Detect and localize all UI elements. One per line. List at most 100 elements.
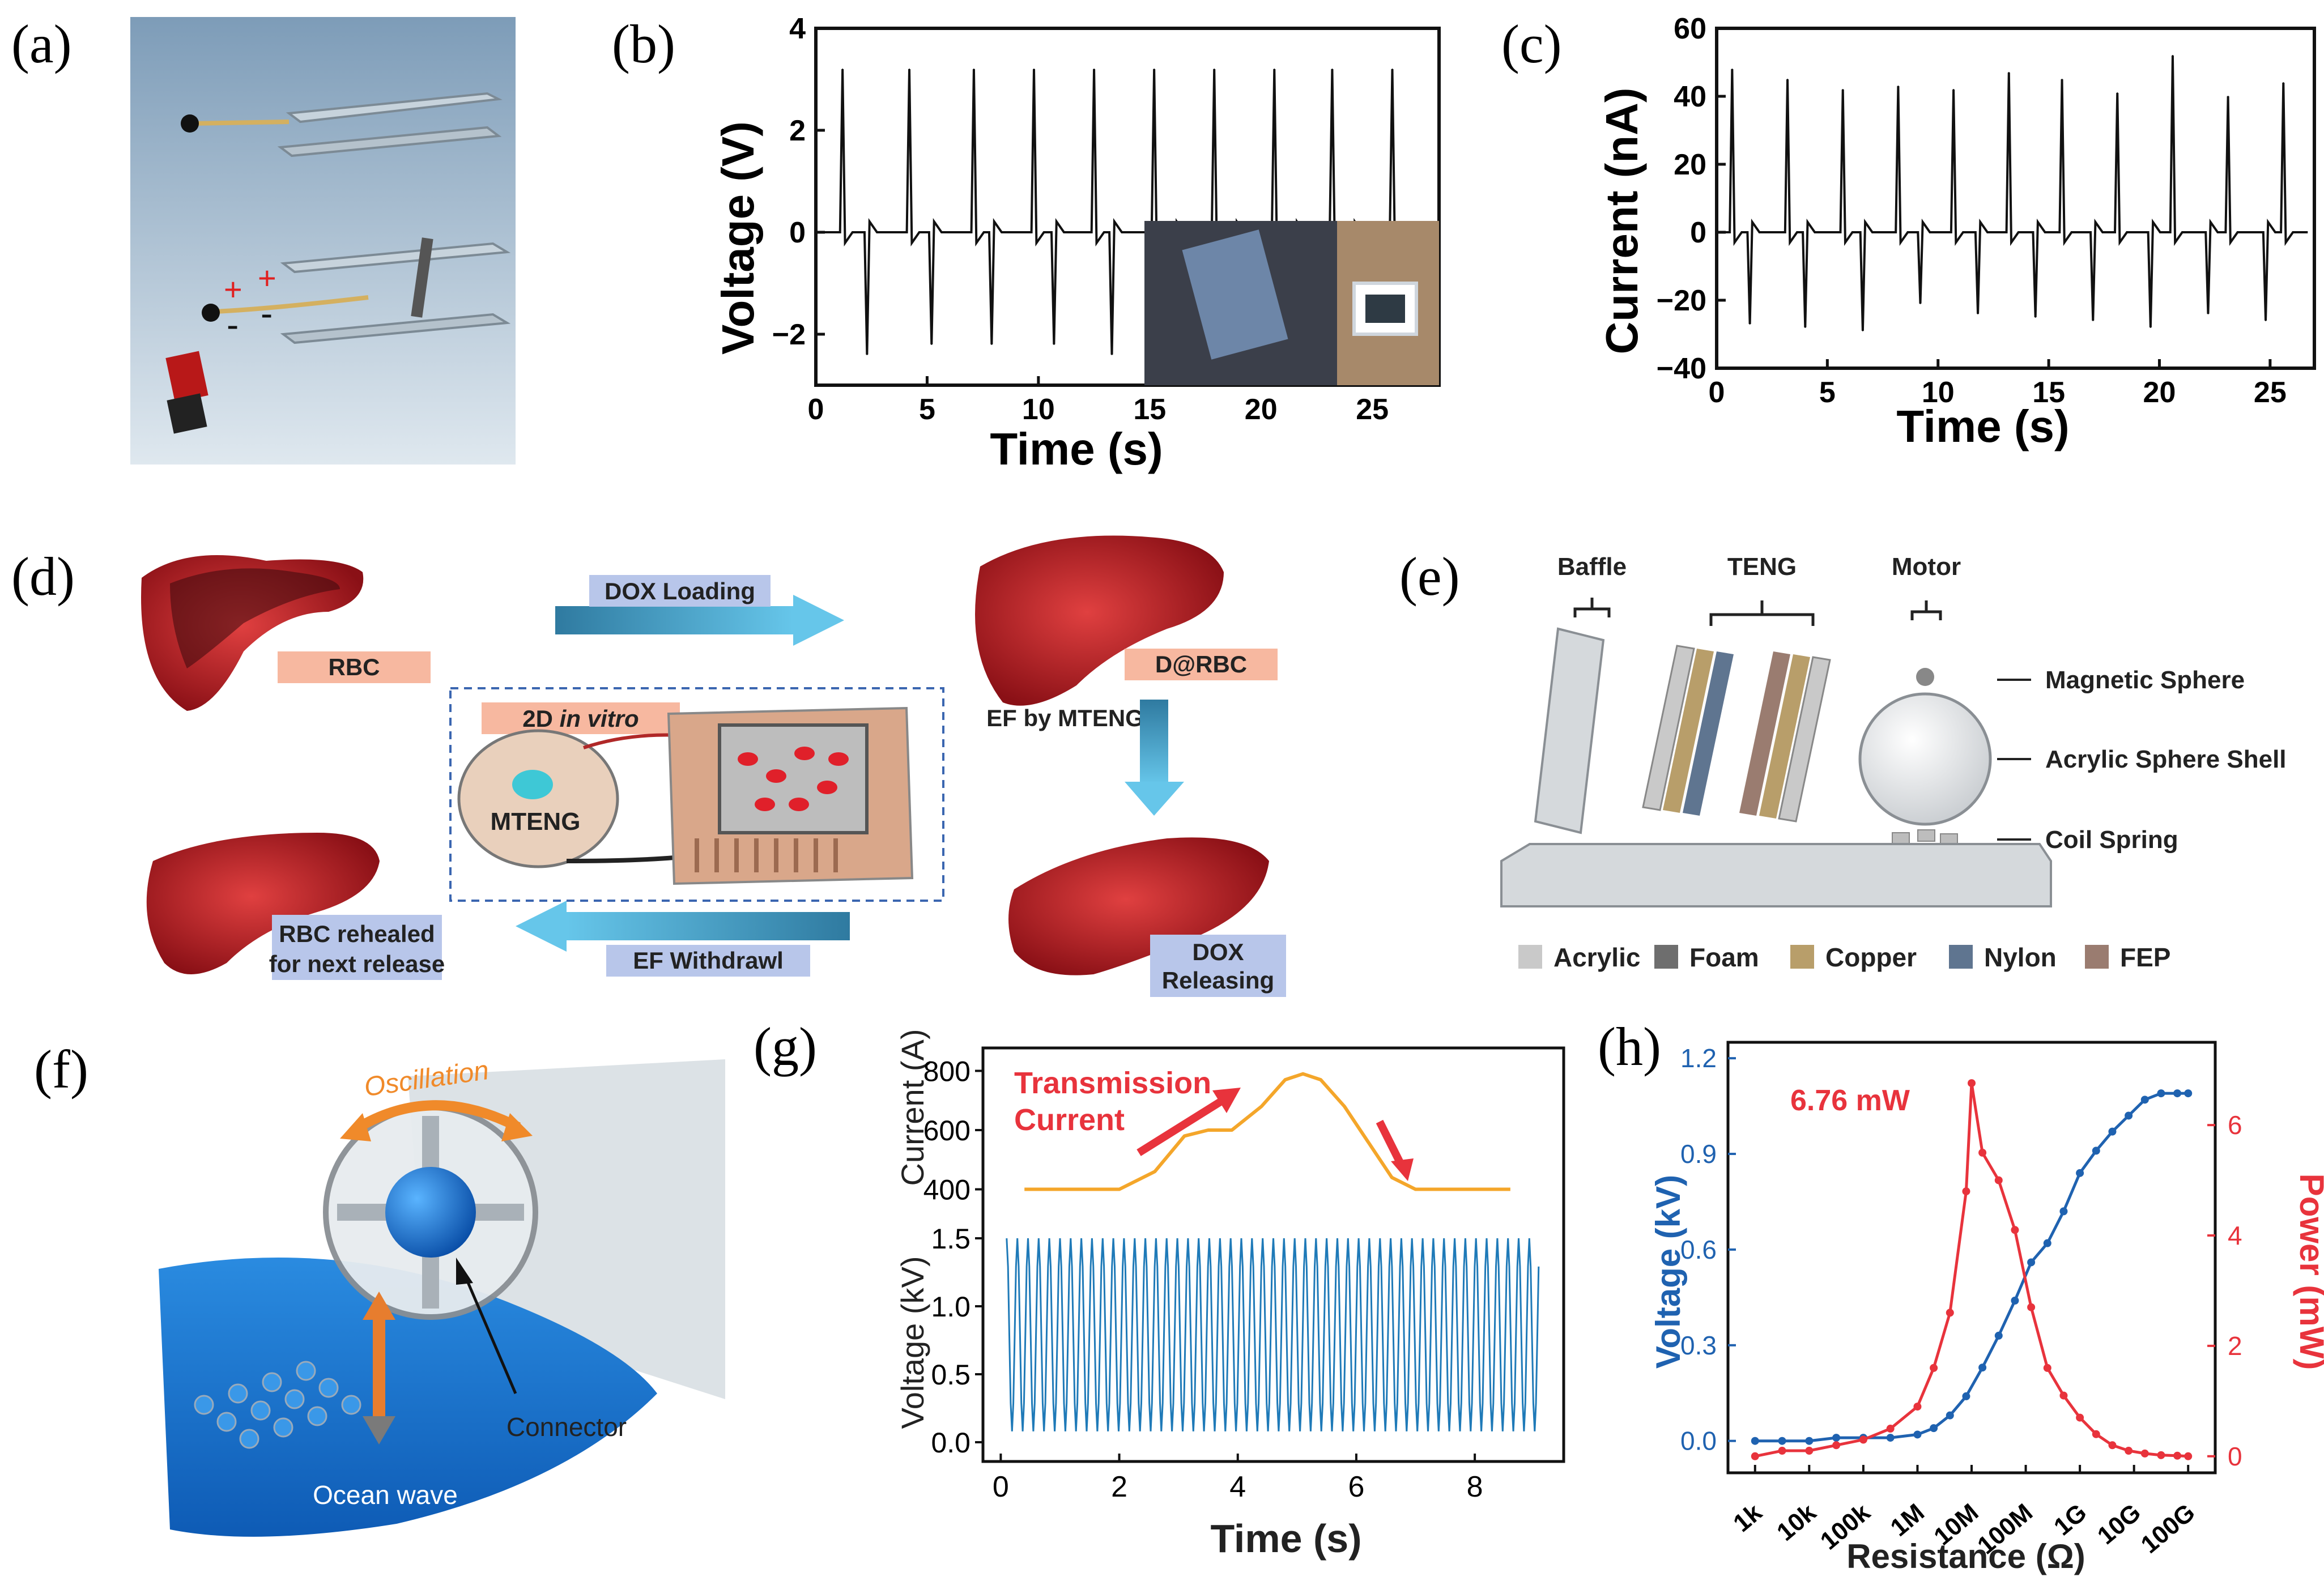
- chart-b-photo-inset: [1144, 221, 1439, 385]
- oscillation-arrow-left-head: [340, 1113, 371, 1141]
- panel-label-a: (a): [11, 14, 72, 74]
- chart-h-point-voltage: [1946, 1411, 1954, 1420]
- label-dox-releasing-2: Releasing: [1162, 967, 1274, 994]
- legend-swatch-foam: [1654, 945, 1678, 969]
- label-2d-text: 2D: [522, 705, 553, 732]
- chart-g-voltage-line: [1006, 1238, 1540, 1431]
- chart-h-point-power: [2125, 1447, 2133, 1455]
- chart-g-current-tick-label: 800: [923, 1055, 971, 1087]
- network-node-5: [216, 1412, 237, 1432]
- chart-h-point-voltage: [1913, 1430, 1922, 1439]
- chart-b-peak-negative: [1111, 354, 1113, 355]
- annotation-arrow-up: [1137, 1093, 1232, 1156]
- chart-h-xtick-label: 1k: [1728, 1498, 1767, 1537]
- network-node-12: [341, 1395, 361, 1415]
- arrow-ef-withdrawl: [567, 912, 850, 940]
- red-cell-1: [738, 752, 758, 766]
- chart-b-xtick-label: 25: [1356, 393, 1389, 426]
- label-d-rbc: D@RBC: [1155, 651, 1247, 677]
- chart-c-peak-positive: [1787, 79, 1789, 80]
- electrode-fingers: [695, 838, 838, 872]
- teng-layer-1: [1642, 645, 1695, 811]
- chart-b-xtick-label: 15: [1133, 393, 1166, 426]
- chart-g-current-tick-label: 600: [923, 1115, 971, 1147]
- chart-h-point-power: [2173, 1451, 2182, 1460]
- chart-h-point-voltage: [1751, 1437, 1759, 1445]
- panel-e-illustration: Baffle TENG Motor Magnetic Sphere Acryli…: [1500, 553, 2287, 972]
- plus-sign-2: +: [258, 260, 276, 296]
- chart-h-ytick-label: 0.9: [1680, 1139, 1717, 1169]
- label-rbc-rehealed-1: RBC rehealed: [279, 921, 435, 947]
- chart-g-ytick-label: 0.5: [931, 1359, 971, 1391]
- chart-c-peak-negative: [1862, 330, 1863, 331]
- arrow-dox-loading-head: [793, 595, 844, 646]
- teng-layer-4: [1739, 651, 1790, 816]
- label-bg-ef-withdrawl: [606, 945, 810, 977]
- vertical-arrow-down-head: [363, 1416, 395, 1444]
- chart-b-peak-positive: [1033, 69, 1035, 70]
- minus-sign-2: -: [261, 293, 273, 334]
- chart-b-peak-positive: [1391, 69, 1393, 70]
- rbc-top-left-inner: [170, 568, 340, 668]
- chart-c-xtick-label: 25: [2254, 376, 2287, 409]
- network-node-8: [318, 1378, 339, 1398]
- chart-h-point-power: [2043, 1363, 2051, 1372]
- in-vitro-frame: [449, 687, 944, 902]
- chart-b-voltage: Voltage (V) Time (s) 0 5 10 15 20 25 −2 0 2 4: [713, 12, 1441, 474]
- inset-photo-screen: [1365, 295, 1405, 323]
- coil-springs: [1892, 829, 1958, 846]
- chart-h-point-power: [1886, 1425, 1895, 1433]
- chart-h-point-voltage: [2092, 1147, 2100, 1155]
- teng-layer-6: [1778, 656, 1831, 823]
- chart-g-ylabel-current: Current (A): [895, 1029, 930, 1186]
- chart-g-ylabel-voltage: Voltage (kV): [895, 1256, 930, 1429]
- chart-c-peak-negative: [1749, 323, 1751, 325]
- chart-g-xtick-label: 8: [1467, 1471, 1483, 1503]
- chart-c-ytick-label: 40: [1674, 80, 1706, 113]
- lower-plate-bottom: [280, 313, 511, 344]
- label-bg-d-rbc: [1125, 649, 1278, 680]
- label-bg-2d: [482, 702, 680, 734]
- label-bg-dox-loading: [589, 575, 771, 607]
- chart-h-point-power: [2011, 1226, 2019, 1234]
- chart-h-xtick-label: 1G: [2049, 1498, 2092, 1541]
- chart-b-peak-positive: [1093, 69, 1095, 70]
- panel-d-illustration: RBC DOX Loading D@RBC EF by MTENG DOX Re…: [141, 535, 1286, 997]
- chart-h-point-voltage: [2157, 1089, 2165, 1098]
- chart-c-ytick-label: −40: [1657, 352, 1706, 385]
- chart-h-point-power: [2140, 1449, 2149, 1458]
- chart-h-point-power: [2027, 1303, 2036, 1311]
- panel-label-b: (b): [612, 14, 675, 74]
- chart-h-point-voltage: [2184, 1089, 2193, 1098]
- legend-swatch-nylon: [1949, 945, 1973, 969]
- chart-h-ylabel-left: Voltage (kV): [1649, 1175, 1687, 1369]
- chart-h-xlabel: Resistance (Ω): [1846, 1537, 2085, 1575]
- chart-c-xlabel: Time (s): [1896, 401, 2069, 451]
- upper-electrode-ball: [181, 114, 199, 133]
- chart-h-xtick-label: 1M: [1885, 1498, 1930, 1542]
- chart-g-annotation-line-2: Current: [1014, 1103, 1125, 1137]
- upper-wire: [192, 120, 290, 126]
- chart-h-point-voltage: [2108, 1127, 2117, 1136]
- chart-b-peak-negative: [991, 344, 993, 345]
- chart-h-point-power: [1805, 1447, 1814, 1455]
- chart-c-peak-negative: [2034, 317, 2036, 318]
- chart-h-point-voltage: [1886, 1434, 1895, 1442]
- chart-c-ylabel: Current (nA): [1597, 87, 1647, 354]
- chart-h-point-power: [2076, 1413, 2084, 1422]
- chart-c-current: Current (nA) Time (s) 0 5 10 15 20 25 −40 −20 0 2…: [1597, 12, 2316, 451]
- chart-h-point-power: [1859, 1435, 1867, 1444]
- label-mteng: MTENG: [491, 808, 581, 836]
- chart-h-xtick-label: 100G: [2136, 1498, 2200, 1559]
- chart-c-peak-positive: [1897, 86, 1899, 87]
- chart-c-peak-positive: [2117, 92, 2118, 93]
- chart-h-series-power: [1755, 1083, 2189, 1458]
- panel-e-legend: Acrylic Foam Copper Nylon FEP: [1518, 943, 2170, 972]
- chart-h-point-voltage: [1805, 1437, 1814, 1445]
- wave-network: [194, 1361, 361, 1449]
- base-plate: [1500, 843, 2052, 907]
- connector-pointer: [463, 1274, 517, 1394]
- chart-h-point-voltage: [2076, 1169, 2084, 1177]
- chart-h-point-power: [1778, 1447, 1786, 1455]
- label-connector: Connector: [506, 1412, 627, 1442]
